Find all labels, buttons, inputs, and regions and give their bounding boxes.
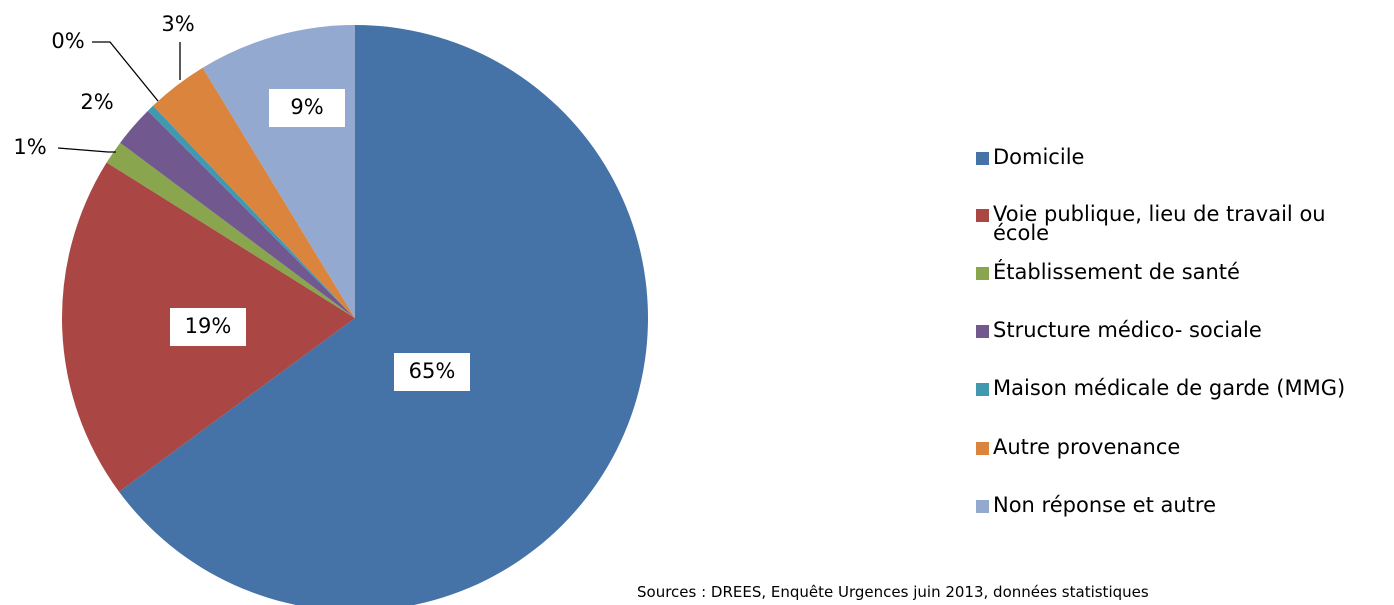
legend-label: Autre provenance	[993, 435, 1181, 459]
pie-slice	[120, 110, 356, 318]
legend-item: Voie publique, lieu de travail ou école	[976, 202, 1366, 245]
data-label: 2%	[80, 90, 113, 114]
pie-slice	[106, 142, 355, 318]
legend-item: Établissement de santé	[976, 260, 1240, 284]
data-label: 1%	[13, 135, 46, 159]
legend-swatch	[976, 152, 989, 165]
legend-label: Voie publique, lieu de travail ou école	[993, 202, 1326, 245]
pie-slice	[147, 105, 355, 318]
legend-label: Structure médico- sociale	[993, 318, 1262, 342]
legend-swatch	[976, 325, 989, 338]
data-label: 9%	[290, 95, 323, 119]
data-label: 19%	[185, 314, 232, 338]
label-box	[170, 308, 246, 346]
leader-line	[92, 41, 159, 102]
data-label: 0%	[51, 29, 84, 53]
legend-label: Maison médicale de garde (MMG)	[993, 376, 1346, 400]
legend-label: Domicile	[993, 145, 1085, 169]
legend-item: Non réponse et autre	[976, 493, 1216, 517]
legend-item: Domicile	[976, 145, 1085, 169]
legend-label: Non réponse et autre	[993, 493, 1216, 517]
legend-swatch	[976, 209, 989, 222]
legend-swatch	[976, 383, 989, 396]
pie-slice	[119, 25, 648, 605]
legend-item: Structure médico- sociale	[976, 318, 1262, 342]
legend-label: Établissement de santé	[993, 260, 1240, 284]
label-box	[394, 353, 470, 391]
pie-slice	[153, 67, 355, 318]
legend-swatch	[976, 500, 989, 513]
data-label: 3%	[161, 12, 194, 36]
legend-item: Autre provenance	[976, 435, 1181, 459]
legend-item: Maison médicale de garde (MMG)	[976, 376, 1346, 400]
leader-line	[57, 147, 116, 153]
legend-swatch	[976, 267, 989, 280]
source-note: Sources : DREES, Enquête Urgences juin 2…	[637, 583, 1149, 601]
legend-swatch	[976, 442, 989, 455]
data-label: 65%	[409, 359, 456, 383]
label-box	[269, 89, 345, 127]
